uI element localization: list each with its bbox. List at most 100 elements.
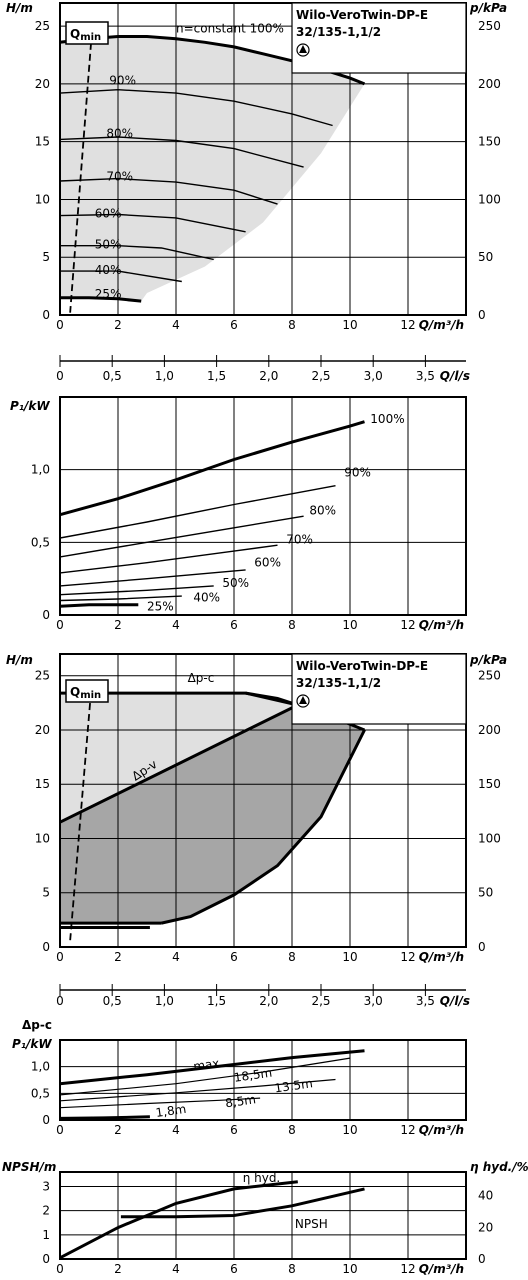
npsh-curve-label: η hyd. xyxy=(243,1171,281,1185)
y2-tick-label: 0 xyxy=(478,940,486,954)
y-tick-label: 1,0 xyxy=(31,1060,50,1074)
dpc-power-curve xyxy=(59,1078,336,1102)
curve-25 xyxy=(60,296,142,303)
x-tick-label: 2 xyxy=(114,1262,122,1276)
y-axis-label: NPSH/m xyxy=(2,1160,56,1174)
x-tick-label: 12 xyxy=(400,618,415,632)
x-tick-label: 0 xyxy=(56,618,64,632)
y2-tick-label: 250 xyxy=(478,669,501,683)
power-curve-label: 25% xyxy=(147,599,174,613)
dpc-power-curve xyxy=(59,1057,351,1096)
curve-label: 70% xyxy=(106,169,133,183)
curve-70 xyxy=(59,177,278,205)
dpc-power-curve xyxy=(59,1115,150,1120)
power-curve-label: 70% xyxy=(286,532,313,546)
x-tick-label: 0 xyxy=(56,1123,64,1137)
chart-subtitle: 32/135-1,1/2 xyxy=(296,676,381,690)
qmin-line xyxy=(69,31,93,313)
power-curve-label: 60% xyxy=(254,556,281,570)
ls-tick-label: 3,5 xyxy=(416,369,435,383)
x-tick-label: 4 xyxy=(172,618,180,632)
ls-tick-label: 3,0 xyxy=(364,994,383,1008)
qmin-box xyxy=(65,21,109,45)
dpc-power-label: max. xyxy=(192,1056,224,1074)
y2-tick-label: 150 xyxy=(478,135,501,149)
y-tick-label: 0 xyxy=(42,608,50,622)
y2-tick-label: 50 xyxy=(478,250,493,264)
y-tick-label: 0 xyxy=(42,1252,50,1266)
y-tick-label: 20 xyxy=(35,77,50,91)
ls-tick-label: 2,5 xyxy=(311,994,330,1008)
y2-tick-label: 200 xyxy=(478,77,501,91)
x-tick-label: 6 xyxy=(230,1123,238,1137)
ls-axis-label: Q/l/s xyxy=(440,369,470,383)
y2-axis-label: η hyd./% xyxy=(470,1160,528,1174)
x-tick-label: 12 xyxy=(400,1262,415,1276)
curve-50 xyxy=(60,244,214,261)
curve-label: 90% xyxy=(109,73,136,87)
power-chart: 0 2 4 6 8 10 12 0 0,5 1,0 Q/m³/h 100% 90% 80% 70% 60% 50… xyxy=(10,396,467,632)
x-tick-label: 4 xyxy=(172,318,180,332)
curve-label: 50% xyxy=(95,238,122,252)
y-tick-label: 5 xyxy=(42,886,50,900)
y2-tick-label: 100 xyxy=(478,831,501,845)
curve-60 xyxy=(59,213,246,233)
y2-axis-label: p/kPa xyxy=(469,653,507,667)
qmin-sub: min xyxy=(80,690,101,701)
x-tick-label: 6 xyxy=(230,318,238,332)
curve-label: n=constant 100% xyxy=(176,21,284,35)
x-tick-label: 8 xyxy=(288,1262,296,1276)
y-axis-label: H/m xyxy=(6,1,33,15)
x-tick-label: 10 xyxy=(342,950,357,964)
curve-40 xyxy=(60,270,182,283)
plot-frame xyxy=(59,2,467,316)
ls-tick-label: 3,5 xyxy=(416,994,435,1008)
x-tick-label: 4 xyxy=(172,1123,180,1137)
x-tick-label: 12 xyxy=(400,318,415,332)
pump-triangle xyxy=(299,696,307,704)
power-curve-label: 80% xyxy=(309,503,336,517)
y-tick-label: 25 xyxy=(35,19,50,33)
x-tick-label: 2 xyxy=(114,950,122,964)
curve-80 xyxy=(59,136,304,168)
dpc-power-label: 8,5m xyxy=(224,1092,256,1110)
dpc-power-label: 1,8m xyxy=(155,1102,187,1120)
x-tick-label: 0 xyxy=(56,950,64,964)
y-axis-label-top: Δp-c xyxy=(22,1018,52,1032)
head-chart: 0 2 4 6 8 10 120510152025050100150200250Q/m³/h… xyxy=(6,1,507,332)
y-tick-label: 0 xyxy=(42,1113,50,1127)
x-axis-label: Q/m³/h xyxy=(419,950,464,964)
power-curve-label: 40% xyxy=(193,591,220,605)
curve-label: 80% xyxy=(106,127,133,141)
dpc-power-curve xyxy=(59,1097,261,1109)
power-curve xyxy=(59,595,182,602)
dpc-label: Δp-c xyxy=(188,671,215,685)
x-tick-label: 2 xyxy=(114,618,122,632)
curve-90 xyxy=(59,88,333,127)
y2-tick-label: 50 xyxy=(478,886,493,900)
y-tick-label: 15 xyxy=(35,777,50,791)
x-tick-label: 0 xyxy=(56,1262,64,1276)
ls-tick-label: 2,0 xyxy=(259,994,278,1008)
y2-tick-label: 0 xyxy=(478,308,486,322)
x-tick-label: 4 xyxy=(172,950,180,964)
x-tick-label: 4 xyxy=(172,1262,180,1276)
dpc-power-label: 13,5m xyxy=(274,1076,314,1095)
y-tick-label: 1,0 xyxy=(31,463,50,477)
ls-tick-label: 0 xyxy=(56,369,64,383)
x-tick-label: 0 xyxy=(56,318,64,332)
y-tick-label: 10 xyxy=(35,831,50,845)
curve-label: 25% xyxy=(95,287,122,301)
x-tick-label: 12 xyxy=(400,950,415,964)
ls-tick-label: 0 xyxy=(56,994,64,1008)
dpv-region xyxy=(60,705,365,924)
pump-symbol-icon xyxy=(296,694,310,708)
title-box xyxy=(291,653,467,725)
y-tick-label: 0 xyxy=(42,940,50,954)
y-tick-label: 2 xyxy=(42,1204,50,1218)
plot-frame xyxy=(59,396,467,616)
ls-tick-label: 2,0 xyxy=(259,369,278,383)
